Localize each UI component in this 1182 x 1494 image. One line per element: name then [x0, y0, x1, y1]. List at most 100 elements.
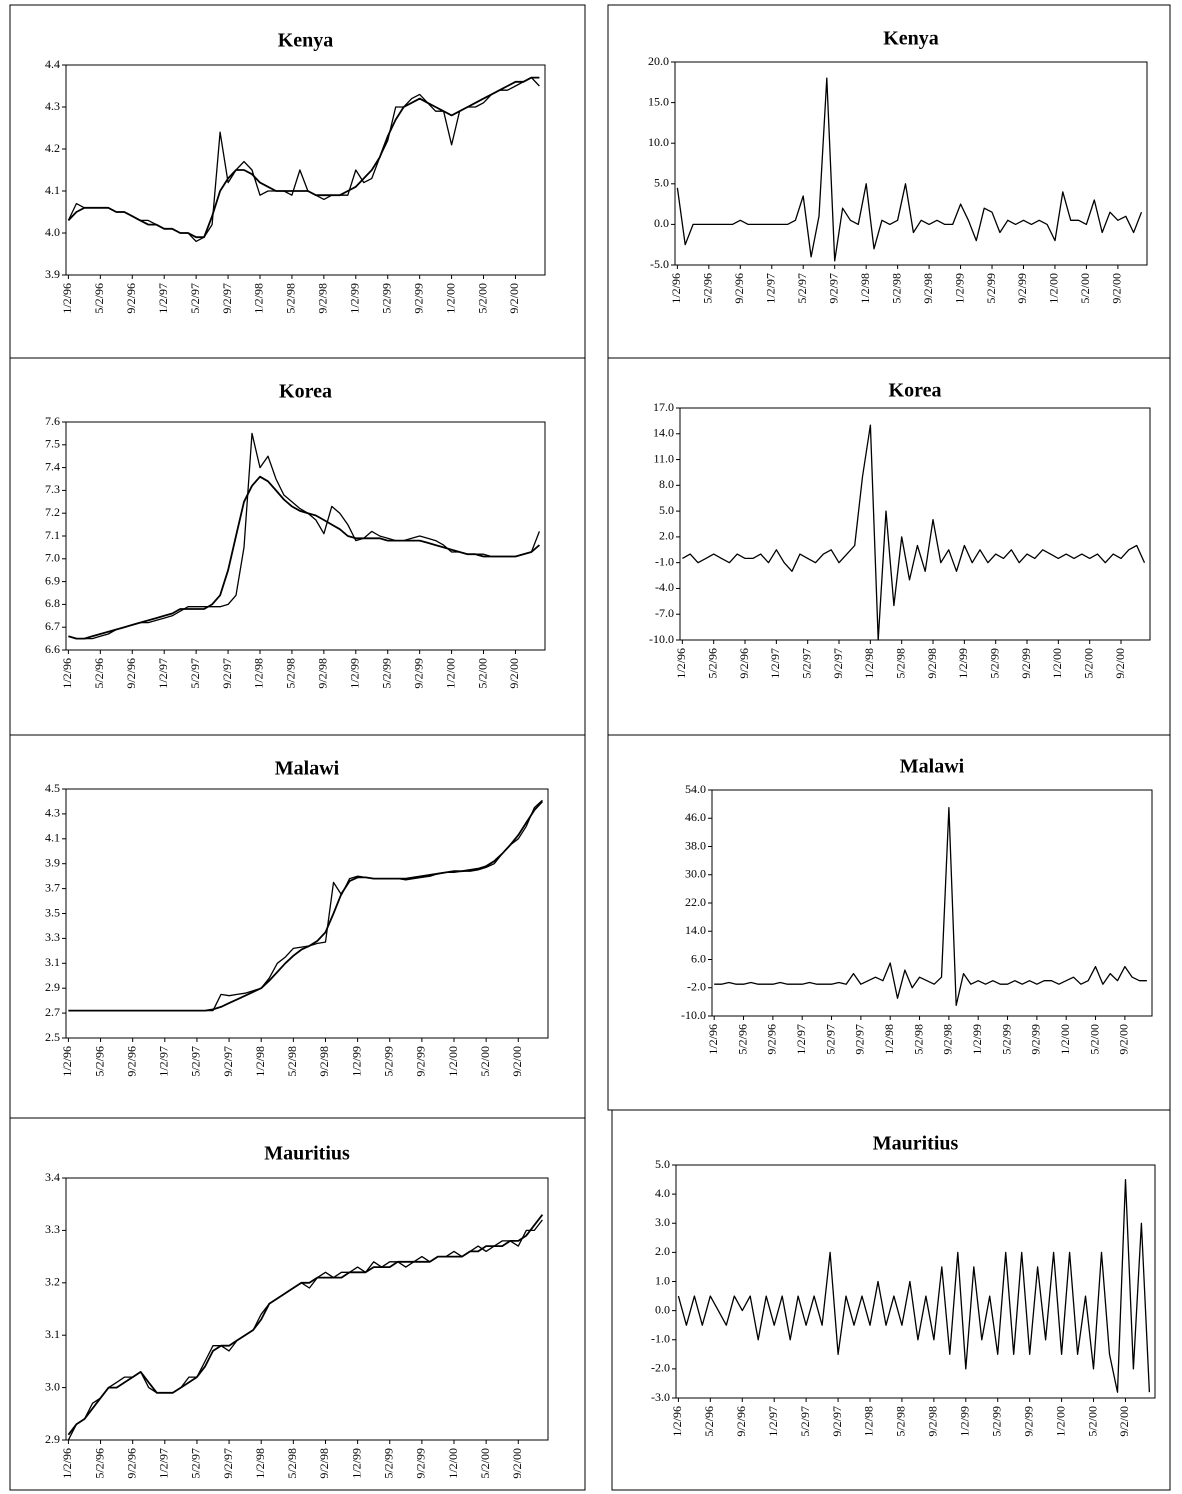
x-tick-label: 9/2/99 — [411, 283, 425, 314]
x-tick-label: 9/2/98 — [316, 283, 330, 314]
x-tick-label: 5/2/96 — [701, 273, 715, 304]
y-tick-label: 5.0 — [659, 503, 674, 517]
y-tick-label: 30.0 — [685, 867, 706, 881]
x-tick-label: 5/2/00 — [475, 658, 489, 689]
x-tick-label: 5/2/00 — [1081, 648, 1095, 679]
x-tick-label: 9/2/99 — [414, 1046, 428, 1077]
x-tick-label: 1/2/99 — [349, 1046, 363, 1077]
x-tick-label: 9/2/99 — [411, 658, 425, 689]
y-tick-label: 2.9 — [45, 980, 60, 994]
x-tick-label: 1/2/98 — [253, 1046, 267, 1077]
y-tick-label: 7.2 — [45, 505, 60, 519]
y-tick-label: -10.0 — [681, 1008, 706, 1022]
y-tick-label: 3.0 — [45, 1379, 60, 1393]
plot-area — [674, 61, 1148, 266]
y-tick-label: 7.3 — [45, 482, 60, 496]
chart-title: Malawi — [275, 758, 340, 780]
x-tick-label: 1/2/99 — [348, 658, 362, 689]
y-tick-label: 46.0 — [685, 810, 706, 824]
x-tick-label: 1/2/98 — [862, 1406, 876, 1437]
x-tick-label: 5/2/98 — [285, 1046, 299, 1077]
x-tick-label: 9/2/99 — [1021, 1406, 1035, 1437]
x-tick-label: 5/2/99 — [379, 658, 393, 689]
y-tick-label: 10.0 — [648, 135, 669, 149]
x-tick-label: 5/2/96 — [92, 1448, 106, 1479]
y-tick-label: 2.0 — [655, 1244, 670, 1258]
y-tick-label: 0.0 — [655, 1302, 670, 1316]
x-tick-label: 1/2/98 — [252, 658, 266, 689]
x-tick-label: 1/2/97 — [156, 283, 170, 314]
x-tick-label: 9/2/97 — [221, 1448, 235, 1479]
x-tick-label: 1/2/97 — [764, 273, 778, 304]
data-line — [68, 475, 540, 640]
y-tick-label: 3.1 — [45, 955, 60, 969]
x-tick-label: 5/2/00 — [1085, 1406, 1099, 1437]
y-tick-label: 4.4 — [45, 57, 60, 71]
x-tick-label: 1/2/00 — [446, 1046, 460, 1077]
data-line — [676, 77, 1143, 262]
y-tick-label: 2.7 — [45, 1005, 60, 1019]
y-tick-label: 6.9 — [45, 573, 60, 587]
x-tick-label: 1/2/00 — [1050, 648, 1064, 679]
y-tick-label: 3.7 — [45, 880, 60, 894]
y-tick-label: 4.1 — [45, 831, 60, 845]
y-tick-label: 54.0 — [685, 782, 706, 796]
x-tick-label: 9/2/98 — [926, 1406, 940, 1437]
y-tick-label: 7.5 — [45, 437, 60, 451]
x-tick-label: 5/2/98 — [889, 273, 903, 304]
x-tick-label: 9/2/97 — [220, 658, 234, 689]
x-tick-label: 9/2/97 — [831, 648, 845, 679]
y-tick-label: -7.0 — [655, 606, 674, 620]
x-tick-label: 1/2/00 — [1058, 1024, 1072, 1055]
x-tick-label: 5/2/00 — [478, 1448, 492, 1479]
y-tick-label: 38.0 — [685, 838, 706, 852]
y-tick-label: -2.0 — [651, 1361, 670, 1375]
x-tick-label: 1/2/99 — [952, 273, 966, 304]
y-tick-label: 7.1 — [45, 528, 60, 542]
x-tick-label: 9/2/98 — [921, 273, 935, 304]
y-tick-label: 5.0 — [654, 176, 669, 190]
y-tick-label: -3.0 — [651, 1390, 670, 1404]
x-tick-label: 9/2/96 — [732, 273, 746, 304]
chart-title: Korea — [279, 381, 332, 403]
x-tick-label: 9/2/96 — [734, 1406, 748, 1437]
y-tick-label: -2.0 — [687, 980, 706, 994]
chart-title: Kenya — [278, 30, 334, 52]
x-tick-label: 5/2/99 — [989, 1406, 1003, 1437]
x-tick-label: 5/2/96 — [92, 658, 106, 689]
x-tick-label: 1/2/99 — [970, 1024, 984, 1055]
x-tick-label: 1/2/99 — [349, 1448, 363, 1479]
x-tick-label: 1/2/96 — [706, 1024, 720, 1055]
x-tick-label: 5/2/96 — [735, 1024, 749, 1055]
x-tick-label: 5/2/99 — [984, 273, 998, 304]
y-tick-label: 4.0 — [655, 1186, 670, 1200]
x-tick-label: 5/2/98 — [911, 1024, 925, 1055]
y-tick-label: 22.0 — [685, 895, 706, 909]
x-tick-label: 5/2/00 — [478, 1046, 492, 1077]
x-tick-label: 5/2/96 — [92, 1046, 106, 1077]
chart-title: Kenya — [883, 28, 939, 50]
x-tick-label: 5/2/98 — [893, 648, 907, 679]
plot-area — [65, 64, 546, 276]
x-tick-label: 1/2/97 — [768, 648, 782, 679]
y-tick-label: 3.4 — [45, 1170, 60, 1184]
data-line — [714, 807, 1147, 1007]
y-tick-label: 14.0 — [653, 426, 674, 440]
y-tick-label: 15.0 — [648, 94, 669, 108]
y-tick-label: 8.0 — [659, 477, 674, 491]
y-tick-label: 6.8 — [45, 596, 60, 610]
y-tick-label: 4.2 — [45, 141, 60, 155]
x-tick-label: 1/2/98 — [882, 1024, 896, 1055]
y-tick-label: 6.6 — [45, 642, 60, 656]
x-tick-label: 5/2/99 — [379, 283, 393, 314]
x-tick-label: 9/2/99 — [1019, 648, 1033, 679]
x-tick-label: 9/2/99 — [1015, 273, 1029, 304]
data-line — [682, 424, 1146, 641]
x-tick-label: 5/2/97 — [188, 283, 202, 314]
chart-title: Korea — [889, 380, 942, 402]
x-tick-label: 1/2/96 — [674, 648, 688, 679]
data-line — [677, 1178, 1151, 1393]
x-tick-label: 5/2/99 — [987, 648, 1001, 679]
y-tick-label: 4.1 — [45, 183, 60, 197]
y-tick-label: 7.4 — [45, 459, 60, 473]
